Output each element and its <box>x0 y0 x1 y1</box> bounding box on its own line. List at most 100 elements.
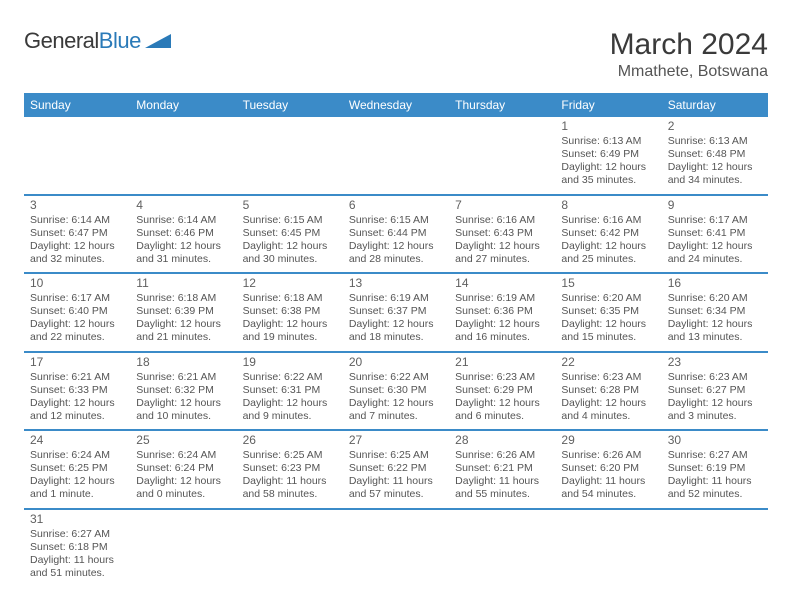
sunrise-text: Sunrise: 6:27 AM <box>668 449 762 462</box>
sunset-text: Sunset: 6:45 PM <box>243 227 337 240</box>
sunrise-text: Sunrise: 6:19 AM <box>455 292 549 305</box>
calendar-week-row: 17Sunrise: 6:21 AMSunset: 6:33 PMDayligh… <box>24 353 768 432</box>
calendar-week-row: 31Sunrise: 6:27 AMSunset: 6:18 PMDayligh… <box>24 510 768 587</box>
sunset-text: Sunset: 6:21 PM <box>455 462 549 475</box>
day-number: 6 <box>349 198 443 213</box>
sunrise-text: Sunrise: 6:18 AM <box>243 292 337 305</box>
calendar-cell: 20Sunrise: 6:22 AMSunset: 6:30 PMDayligh… <box>343 353 449 430</box>
day-number: 17 <box>30 355 124 370</box>
sunset-text: Sunset: 6:35 PM <box>561 305 655 318</box>
sunset-text: Sunset: 6:47 PM <box>30 227 124 240</box>
daylight-text: Daylight: 12 hours and 19 minutes. <box>243 318 337 344</box>
calendar-cell: 14Sunrise: 6:19 AMSunset: 6:36 PMDayligh… <box>449 274 555 351</box>
day-number: 19 <box>243 355 337 370</box>
sunset-text: Sunset: 6:36 PM <box>455 305 549 318</box>
sunset-text: Sunset: 6:23 PM <box>243 462 337 475</box>
calendar-cell <box>662 510 768 587</box>
calendar-cell: 23Sunrise: 6:23 AMSunset: 6:27 PMDayligh… <box>662 353 768 430</box>
calendar-cell <box>24 117 130 194</box>
daylight-text: Daylight: 12 hours and 15 minutes. <box>561 318 655 344</box>
daylight-text: Daylight: 12 hours and 16 minutes. <box>455 318 549 344</box>
sunset-text: Sunset: 6:34 PM <box>668 305 762 318</box>
day-number: 25 <box>136 433 230 448</box>
day-number: 15 <box>561 276 655 291</box>
daylight-text: Daylight: 12 hours and 18 minutes. <box>349 318 443 344</box>
day-number: 23 <box>668 355 762 370</box>
sunrise-text: Sunrise: 6:22 AM <box>243 371 337 384</box>
day-number: 14 <box>455 276 549 291</box>
daylight-text: Daylight: 12 hours and 22 minutes. <box>30 318 124 344</box>
day-number: 11 <box>136 276 230 291</box>
day-number: 24 <box>30 433 124 448</box>
sunset-text: Sunset: 6:37 PM <box>349 305 443 318</box>
day-number: 18 <box>136 355 230 370</box>
sunrise-text: Sunrise: 6:16 AM <box>561 214 655 227</box>
day-number: 16 <box>668 276 762 291</box>
day-number: 26 <box>243 433 337 448</box>
daylight-text: Daylight: 11 hours and 57 minutes. <box>349 475 443 501</box>
location: Mmathete, Botswana <box>610 63 768 81</box>
sunset-text: Sunset: 6:27 PM <box>668 384 762 397</box>
day-number: 30 <box>668 433 762 448</box>
sunrise-text: Sunrise: 6:25 AM <box>243 449 337 462</box>
daylight-text: Daylight: 11 hours and 55 minutes. <box>455 475 549 501</box>
calendar-week-row: 1Sunrise: 6:13 AMSunset: 6:49 PMDaylight… <box>24 117 768 196</box>
day-number: 5 <box>243 198 337 213</box>
day-number: 1 <box>561 119 655 134</box>
title-block: March 2024 Mmathete, Botswana <box>610 28 768 81</box>
sunset-text: Sunset: 6:42 PM <box>561 227 655 240</box>
calendar-cell: 29Sunrise: 6:26 AMSunset: 6:20 PMDayligh… <box>555 431 661 508</box>
calendar-cell <box>343 117 449 194</box>
day-number: 2 <box>668 119 762 134</box>
calendar-cell: 9Sunrise: 6:17 AMSunset: 6:41 PMDaylight… <box>662 196 768 273</box>
sunset-text: Sunset: 6:33 PM <box>30 384 124 397</box>
sunset-text: Sunset: 6:41 PM <box>668 227 762 240</box>
dayname: Saturday <box>662 93 768 117</box>
daylight-text: Daylight: 12 hours and 31 minutes. <box>136 240 230 266</box>
sunrise-text: Sunrise: 6:13 AM <box>668 135 762 148</box>
sunrise-text: Sunrise: 6:20 AM <box>668 292 762 305</box>
daylight-text: Daylight: 12 hours and 9 minutes. <box>243 397 337 423</box>
calendar-cell: 27Sunrise: 6:25 AMSunset: 6:22 PMDayligh… <box>343 431 449 508</box>
calendar-cell: 16Sunrise: 6:20 AMSunset: 6:34 PMDayligh… <box>662 274 768 351</box>
daylight-text: Daylight: 12 hours and 6 minutes. <box>455 397 549 423</box>
sunrise-text: Sunrise: 6:27 AM <box>30 528 124 541</box>
logo-text-1: General <box>24 28 99 54</box>
sunrise-text: Sunrise: 6:23 AM <box>668 371 762 384</box>
sunrise-text: Sunrise: 6:16 AM <box>455 214 549 227</box>
daylight-text: Daylight: 12 hours and 3 minutes. <box>668 397 762 423</box>
daylight-text: Daylight: 12 hours and 0 minutes. <box>136 475 230 501</box>
calendar-cell: 28Sunrise: 6:26 AMSunset: 6:21 PMDayligh… <box>449 431 555 508</box>
calendar-week-row: 24Sunrise: 6:24 AMSunset: 6:25 PMDayligh… <box>24 431 768 510</box>
day-number: 20 <box>349 355 443 370</box>
logo: GeneralBlue <box>24 28 171 54</box>
calendar-cell: 18Sunrise: 6:21 AMSunset: 6:32 PMDayligh… <box>130 353 236 430</box>
daylight-text: Daylight: 12 hours and 25 minutes. <box>561 240 655 266</box>
calendar-cell <box>237 117 343 194</box>
sunrise-text: Sunrise: 6:24 AM <box>136 449 230 462</box>
sunrise-text: Sunrise: 6:17 AM <box>30 292 124 305</box>
sunset-text: Sunset: 6:31 PM <box>243 384 337 397</box>
sunset-text: Sunset: 6:24 PM <box>136 462 230 475</box>
calendar-cell: 15Sunrise: 6:20 AMSunset: 6:35 PMDayligh… <box>555 274 661 351</box>
daylight-text: Daylight: 11 hours and 58 minutes. <box>243 475 337 501</box>
sunset-text: Sunset: 6:28 PM <box>561 384 655 397</box>
daylight-text: Daylight: 11 hours and 54 minutes. <box>561 475 655 501</box>
calendar-cell: 2Sunrise: 6:13 AMSunset: 6:48 PMDaylight… <box>662 117 768 194</box>
dayname: Sunday <box>24 93 130 117</box>
calendar-cell: 11Sunrise: 6:18 AMSunset: 6:39 PMDayligh… <box>130 274 236 351</box>
sunrise-text: Sunrise: 6:26 AM <box>561 449 655 462</box>
day-number: 10 <box>30 276 124 291</box>
calendar-cell <box>449 510 555 587</box>
sunrise-text: Sunrise: 6:15 AM <box>349 214 443 227</box>
day-number: 27 <box>349 433 443 448</box>
calendar-cell: 17Sunrise: 6:21 AMSunset: 6:33 PMDayligh… <box>24 353 130 430</box>
daylight-text: Daylight: 12 hours and 7 minutes. <box>349 397 443 423</box>
sunrise-text: Sunrise: 6:17 AM <box>668 214 762 227</box>
day-number: 13 <box>349 276 443 291</box>
day-number: 21 <box>455 355 549 370</box>
calendar-cell: 12Sunrise: 6:18 AMSunset: 6:38 PMDayligh… <box>237 274 343 351</box>
calendar-day-header: Sunday Monday Tuesday Wednesday Thursday… <box>24 93 768 117</box>
daylight-text: Daylight: 11 hours and 52 minutes. <box>668 475 762 501</box>
dayname: Wednesday <box>343 93 449 117</box>
